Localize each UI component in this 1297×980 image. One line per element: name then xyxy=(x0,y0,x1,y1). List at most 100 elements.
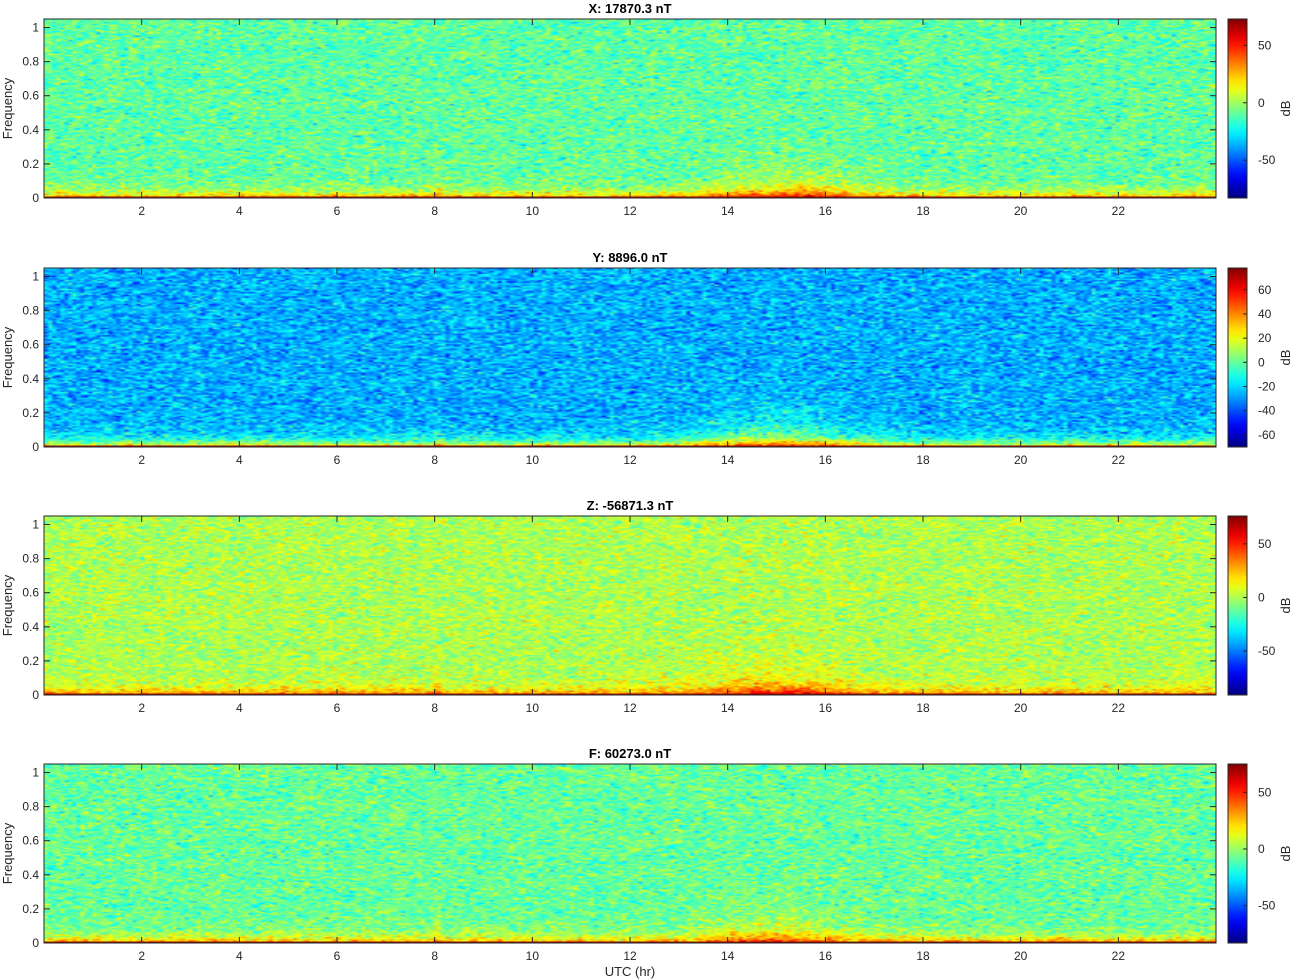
y-tick-label: 0.4 xyxy=(22,620,39,634)
x-tick-label: 18 xyxy=(916,701,930,715)
x-tick-label: 2 xyxy=(138,204,145,218)
colorbar xyxy=(1227,18,1248,199)
x-tick-label: 8 xyxy=(431,701,438,715)
x-tick-label: 14 xyxy=(721,701,735,715)
colorbar-tick-label: 50 xyxy=(1258,785,1272,799)
y-axis-label: Frequency xyxy=(0,77,15,139)
x-tick-label: 14 xyxy=(721,204,735,218)
colorbar-label: dB xyxy=(1278,846,1293,862)
x-tick-label: 10 xyxy=(526,949,540,963)
colorbar-label: dB xyxy=(1278,350,1293,366)
x-tick-label: 6 xyxy=(334,204,341,218)
y-tick-label: 0.6 xyxy=(22,834,39,848)
y-tick-label: 0.2 xyxy=(22,902,39,916)
colorbar-tick-label: 0 xyxy=(1258,355,1265,369)
x-tick-label: 16 xyxy=(819,453,833,467)
x-tick-label: 18 xyxy=(916,204,930,218)
y-axis-label: Frequency xyxy=(0,326,15,388)
x-tick-label: 22 xyxy=(1112,701,1126,715)
x-tick-label: 20 xyxy=(1014,204,1028,218)
y-tick-label: 0.8 xyxy=(22,55,39,69)
x-tick-label: 16 xyxy=(819,204,833,218)
y-tick-label: 0.4 xyxy=(22,123,39,137)
y-tick-label: 0.6 xyxy=(22,89,39,103)
panel-title: Y: 8896.0 nT xyxy=(593,250,668,265)
colorbar xyxy=(1227,515,1248,696)
y-tick-label: 1 xyxy=(32,518,39,532)
colorbar-tick-label: 0 xyxy=(1258,96,1265,110)
y-tick-label: 1 xyxy=(32,21,39,35)
x-tick-label: 6 xyxy=(334,701,341,715)
spectrogram-image xyxy=(44,268,1216,447)
y-tick-label: 0 xyxy=(32,688,39,702)
x-tick-label: 22 xyxy=(1112,949,1126,963)
x-tick-label: 14 xyxy=(721,453,735,467)
x-tick-label: 22 xyxy=(1112,204,1126,218)
y-tick-label: 0.4 xyxy=(22,372,39,386)
panel-title: F: 60273.0 nT xyxy=(589,746,671,761)
x-tick-label: 18 xyxy=(916,453,930,467)
colorbar-tick-label: 0 xyxy=(1258,842,1265,856)
y-tick-label: 0 xyxy=(32,191,39,205)
x-tick-label: 4 xyxy=(236,701,243,715)
colorbar-tick-label: 50 xyxy=(1258,38,1272,52)
colorbar-tick-label: -20 xyxy=(1258,380,1276,394)
colorbar-tick-label: 50 xyxy=(1258,537,1272,551)
x-tick-label: 14 xyxy=(721,949,735,963)
colorbar-tick-label: 60 xyxy=(1258,283,1272,297)
x-tick-label: 12 xyxy=(623,204,637,218)
x-tick-label: 8 xyxy=(431,204,438,218)
x-tick-label: 6 xyxy=(334,453,341,467)
y-tick-label: 0 xyxy=(32,936,39,950)
x-tick-label: 8 xyxy=(431,949,438,963)
y-tick-label: 0.2 xyxy=(22,157,39,171)
colorbar-label: dB xyxy=(1278,598,1293,614)
x-tick-label: 2 xyxy=(138,701,145,715)
y-tick-label: 0.2 xyxy=(22,654,39,668)
panel-title: Z: -56871.3 nT xyxy=(587,498,674,513)
spectrogram-image xyxy=(44,516,1216,695)
colorbar xyxy=(1227,267,1248,448)
spectrogram-image xyxy=(44,19,1216,198)
x-tick-label: 8 xyxy=(431,453,438,467)
y-tick-label: 0.4 xyxy=(22,868,39,882)
spectrogram-panel: 2 4 6 8 10 12 14 16 18 20 22 0 0.2 0.4 0.6 0.8 1 F: 60273… xyxy=(0,746,1293,963)
colorbar-tick-label: -50 xyxy=(1258,153,1276,167)
x-tick-label: 2 xyxy=(138,453,145,467)
x-tick-label: 20 xyxy=(1014,701,1028,715)
colorbar xyxy=(1227,763,1248,944)
y-tick-label: 0.2 xyxy=(22,406,39,420)
x-tick-label: 12 xyxy=(623,949,637,963)
spectrogram-panel: 2 4 6 8 10 12 14 16 18 20 22 0 0.2 0.4 0.6 0.8 1 X: 17870… xyxy=(0,1,1293,218)
y-tick-label: 1 xyxy=(32,766,39,780)
y-tick-label: 0.8 xyxy=(22,552,39,566)
x-tick-label: 10 xyxy=(526,204,540,218)
colorbar-tick-label: -50 xyxy=(1258,899,1276,913)
x-tick-label: 16 xyxy=(819,701,833,715)
y-tick-label: 0.8 xyxy=(22,800,39,814)
colorbar-label: dB xyxy=(1278,101,1293,117)
x-tick-label: 2 xyxy=(138,949,145,963)
x-tick-label: 6 xyxy=(334,949,341,963)
x-tick-label: 10 xyxy=(526,701,540,715)
x-tick-label: 10 xyxy=(526,453,540,467)
x-tick-label: 12 xyxy=(623,701,637,715)
colorbar-tick-label: -40 xyxy=(1258,404,1276,418)
spectrogram-image xyxy=(44,764,1216,943)
x-tick-label: 4 xyxy=(236,204,243,218)
colorbar-tick-label: 40 xyxy=(1258,307,1272,321)
panel-title: X: 17870.3 nT xyxy=(588,1,671,16)
x-tick-label: 12 xyxy=(623,453,637,467)
x-tick-label: 20 xyxy=(1014,453,1028,467)
y-axis-label: Frequency xyxy=(0,822,15,884)
y-tick-label: 0 xyxy=(32,440,39,454)
x-tick-label: 16 xyxy=(819,949,833,963)
x-tick-label: 4 xyxy=(236,453,243,467)
y-axis-label: Frequency xyxy=(0,574,15,636)
x-tick-label: 4 xyxy=(236,949,243,963)
x-tick-label: 18 xyxy=(916,949,930,963)
y-tick-label: 1 xyxy=(32,270,39,284)
colorbar-tick-label: 20 xyxy=(1258,331,1272,345)
